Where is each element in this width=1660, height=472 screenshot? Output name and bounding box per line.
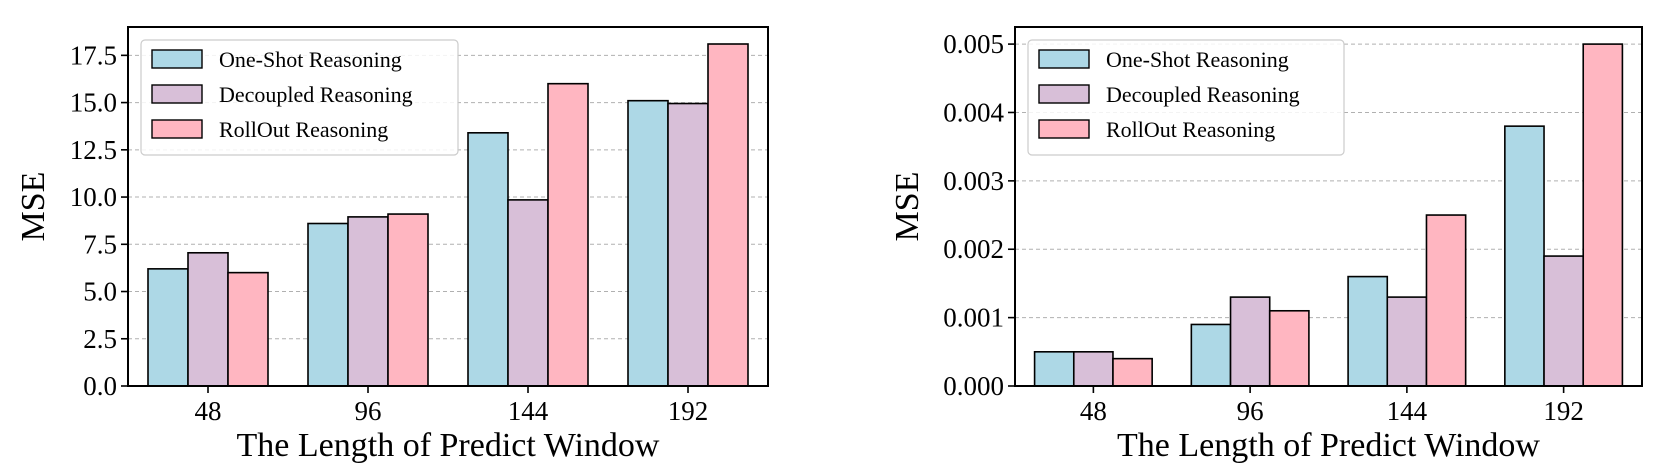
x-tick-label: 96 bbox=[355, 396, 382, 426]
bar-decoupled-96 bbox=[1229, 296, 1271, 387]
legend-swatch-rollout bbox=[1038, 119, 1090, 139]
y-tick-label: 15.0 bbox=[70, 88, 117, 118]
x-tick-label: 192 bbox=[1543, 396, 1584, 426]
y-tick-label: 10.0 bbox=[70, 182, 117, 212]
bar-decoupled-144 bbox=[507, 199, 549, 387]
bar-rollout-96 bbox=[387, 213, 429, 387]
bar-decoupled-96 bbox=[347, 216, 389, 387]
bar-one-shot-192 bbox=[1504, 125, 1545, 387]
legend-swatch-one-shot bbox=[1038, 49, 1090, 69]
bar-rollout-192 bbox=[1582, 43, 1624, 387]
x-tick-label: 48 bbox=[195, 396, 222, 426]
legend-box bbox=[1027, 39, 1345, 156]
y-tick-label: 0.0 bbox=[83, 371, 117, 401]
chart-1: 0.0 2.5 5.0 7.5 10.0 12.5 15.0 17.5 48 96 144 192 Th… bbox=[15, 26, 769, 464]
bar-rollout-144 bbox=[547, 82, 589, 387]
y-tick-label: 2.5 bbox=[83, 324, 117, 354]
legend-label-decoupled: Decoupled Reasoning bbox=[219, 82, 413, 107]
bar-rollout-144 bbox=[1425, 214, 1467, 387]
x-tick-label: 48 bbox=[1080, 396, 1107, 426]
bar-one-shot-96 bbox=[1190, 323, 1232, 387]
chart-2: 0.000 0.001 0.002 0.003 0.004 0.005 48 96 144 192… bbox=[889, 26, 1643, 464]
bar-rollout-48 bbox=[227, 271, 269, 387]
x-tick-label: 144 bbox=[508, 396, 549, 426]
y-tick-label: 0.005 bbox=[943, 29, 1004, 59]
y-tick-label: 7.5 bbox=[83, 229, 117, 259]
bar-one-shot-144 bbox=[467, 132, 509, 387]
bar-rollout-192 bbox=[707, 43, 749, 387]
legend-label-rollout: RollOut Reasoning bbox=[219, 117, 388, 142]
legend-label-one-shot: One-Shot Reasoning bbox=[219, 47, 402, 72]
bar-decoupled-48 bbox=[1072, 351, 1114, 387]
bar-rollout-96 bbox=[1268, 309, 1310, 387]
bar-one-shot-96 bbox=[307, 222, 349, 387]
bar-decoupled-192 bbox=[667, 102, 709, 387]
bar-one-shot-48 bbox=[1033, 351, 1075, 387]
y-tick-label: 0.004 bbox=[943, 97, 1004, 127]
y-tick-label: 0.001 bbox=[943, 303, 1004, 333]
y-tick-label: 12.5 bbox=[70, 135, 117, 165]
y-axis-title: MSE bbox=[889, 172, 926, 242]
bar-decoupled-192 bbox=[1543, 255, 1585, 387]
x-tick-label: 144 bbox=[1387, 396, 1428, 426]
legend-box bbox=[140, 39, 459, 156]
y-tick-label: 5.0 bbox=[83, 277, 117, 307]
x-tick-label: 192 bbox=[668, 396, 709, 426]
y-axis-title: MSE bbox=[15, 172, 52, 242]
legend-swatch-decoupled bbox=[1038, 84, 1090, 104]
bar-one-shot-48 bbox=[147, 268, 189, 387]
legend: One-Shot Reasoning Decoupled Reasoning Rol… bbox=[140, 39, 459, 156]
plot-frame bbox=[127, 26, 769, 387]
x-tick-label: 96 bbox=[1237, 396, 1264, 426]
x-axis-title: The Length of Predict Window bbox=[1117, 427, 1540, 464]
bar-one-shot-192 bbox=[627, 99, 669, 387]
y-tick-label: 17.5 bbox=[70, 40, 117, 70]
y-tick-label: 0.002 bbox=[943, 234, 1004, 264]
legend-swatch-rollout bbox=[151, 119, 203, 139]
bar-decoupled-144 bbox=[1386, 296, 1428, 387]
legend-swatch-one-shot bbox=[151, 49, 203, 69]
y-tick-label: 0.000 bbox=[943, 371, 1004, 401]
legend-label-one-shot: One-Shot Reasoning bbox=[1106, 47, 1289, 72]
y-tick-label: 0.003 bbox=[943, 166, 1004, 196]
plot-frame bbox=[1014, 26, 1643, 387]
x-axis-title: The Length of Predict Window bbox=[237, 427, 660, 464]
legend-label-rollout: RollOut Reasoning bbox=[1106, 117, 1275, 142]
legend-label-decoupled: Decoupled Reasoning bbox=[1106, 82, 1300, 107]
bar-one-shot-144 bbox=[1347, 275, 1389, 387]
bar-decoupled-48 bbox=[187, 251, 229, 387]
legend: One-Shot Reasoning Decoupled Reasoning Rol… bbox=[1027, 39, 1345, 156]
bar-rollout-48 bbox=[1112, 357, 1153, 387]
legend-swatch-decoupled bbox=[151, 84, 203, 104]
